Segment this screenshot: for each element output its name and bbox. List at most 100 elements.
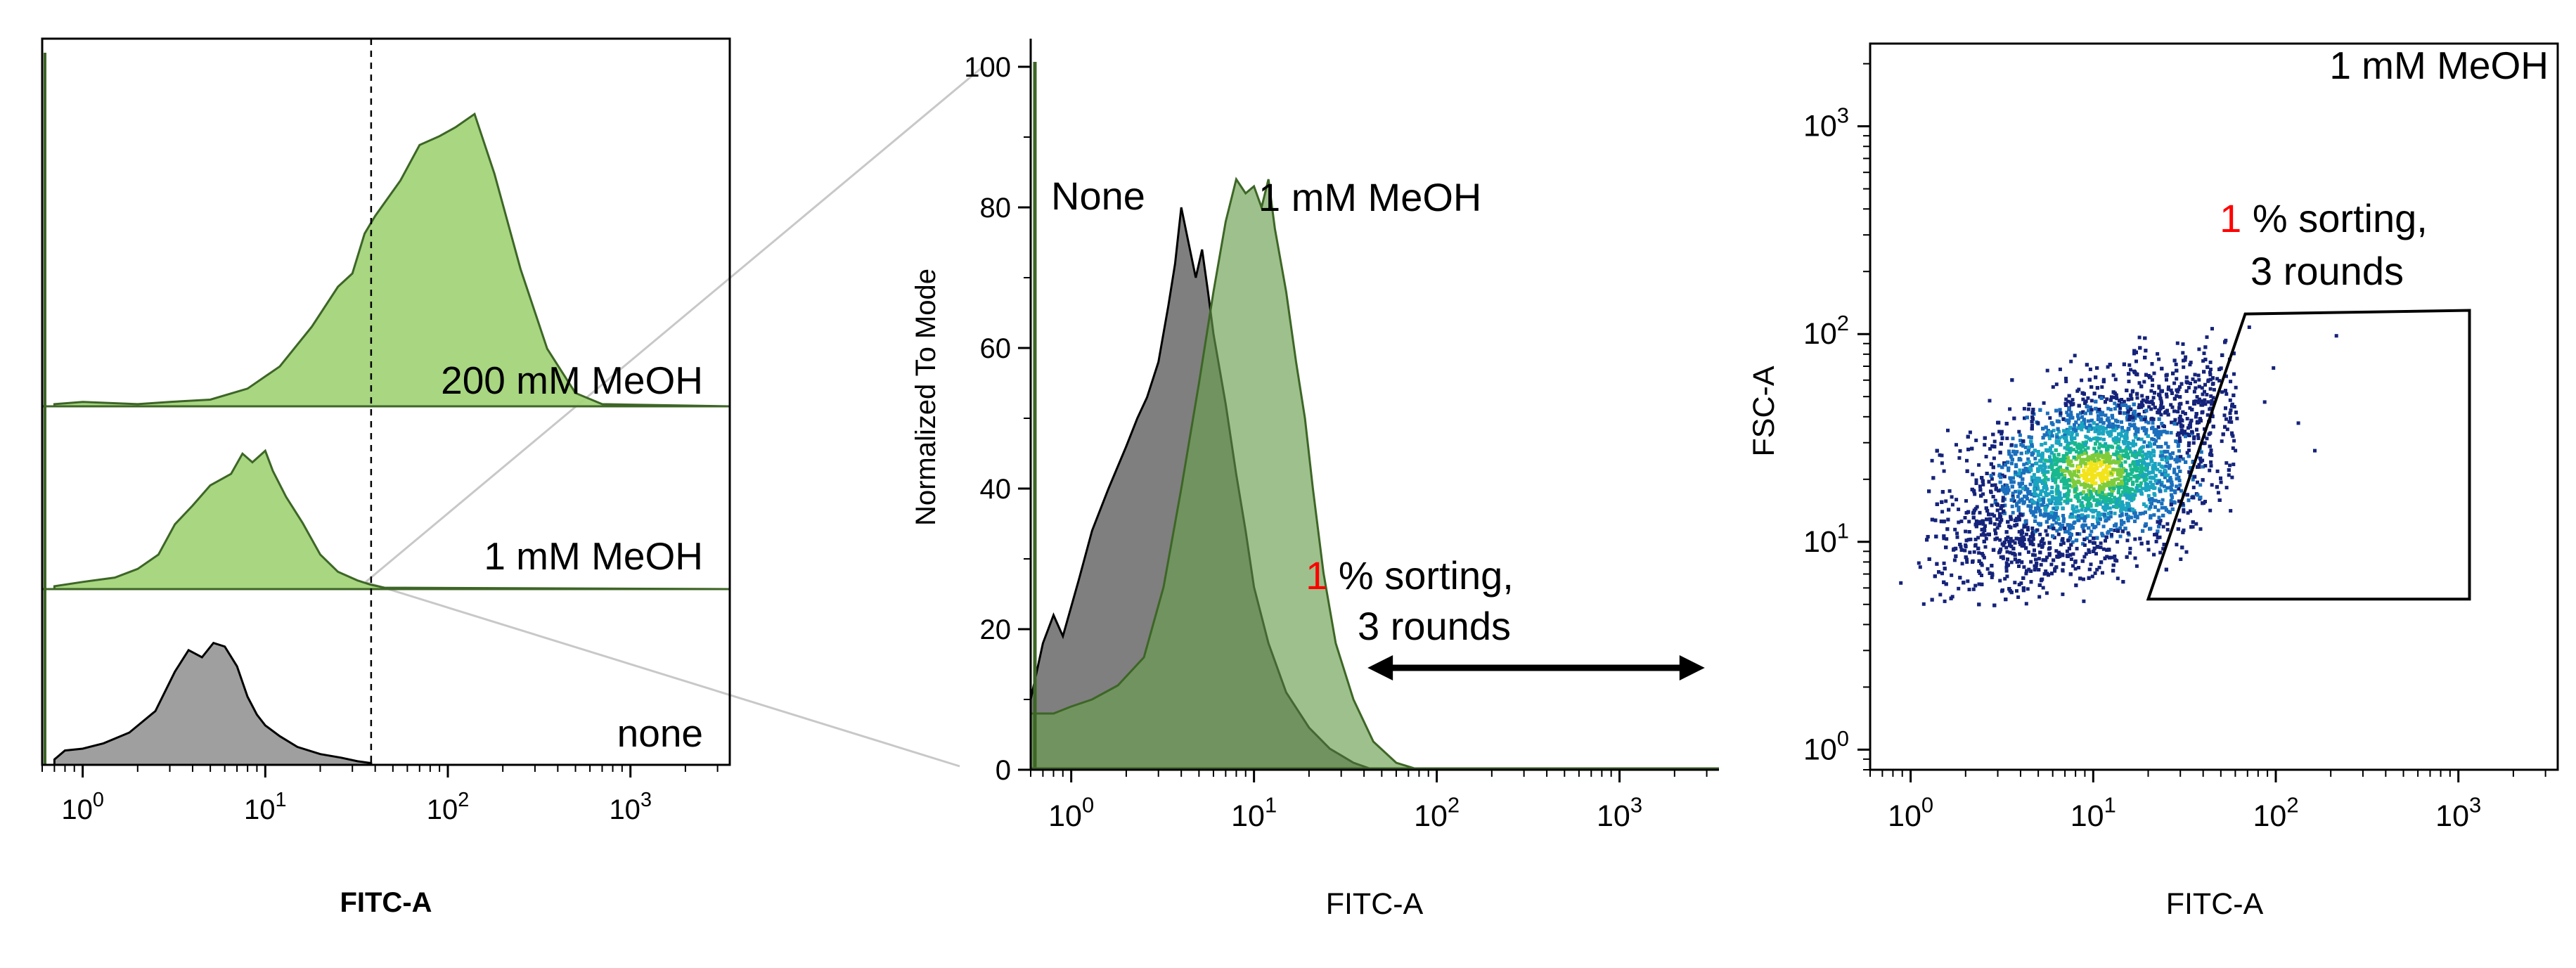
scatter-point — [2135, 515, 2139, 519]
scatter-point — [2152, 371, 2156, 375]
scatter-point — [2066, 421, 2071, 425]
scatter-point — [2042, 478, 2047, 482]
scatter-point — [2069, 446, 2073, 451]
scatter-point — [2048, 500, 2052, 504]
scatter-point — [2118, 496, 2122, 501]
scatter-point — [2111, 470, 2115, 475]
scatter-point — [2039, 464, 2043, 468]
scatter-point — [1959, 545, 1963, 549]
scatter-point — [1971, 472, 1975, 477]
scatter-point — [2030, 475, 2034, 479]
scatter-point — [2008, 550, 2012, 555]
scatter-point — [2049, 562, 2054, 567]
scatter-point — [2149, 417, 2153, 421]
scatter-point — [2201, 465, 2205, 469]
scatter-point — [2160, 498, 2165, 502]
scatter-point — [2043, 482, 2047, 485]
scatter-point — [2193, 380, 2197, 384]
scatter-point — [2172, 359, 2177, 363]
scatter-point — [2019, 532, 2023, 536]
scatter-point — [1925, 538, 1929, 542]
scatter-point — [2024, 602, 2028, 606]
scatter-point — [1950, 573, 1954, 577]
scatter-point — [2146, 471, 2151, 475]
scatter-point — [2047, 437, 2052, 441]
scatter-point — [2114, 460, 2118, 464]
scatter-point — [1968, 430, 1972, 434]
scatter-point — [2004, 561, 2009, 565]
scatter-point — [2165, 528, 2170, 532]
scatter-point — [2006, 486, 2010, 490]
scatter-point — [2187, 448, 2191, 453]
scatter-point — [2054, 382, 2059, 387]
scatter-point — [2054, 441, 2059, 445]
scatter-point — [2058, 367, 2062, 371]
scatter-point — [2140, 473, 2144, 477]
scatter-point — [2069, 414, 2073, 418]
scatter-point — [2056, 515, 2060, 520]
scatter-point — [2026, 457, 2030, 461]
scatter-point — [1983, 443, 1987, 447]
scatter-point — [1998, 538, 2002, 542]
scatter-point — [1942, 469, 1946, 473]
scatter-point — [2044, 569, 2048, 574]
scatter-point — [2151, 421, 2155, 425]
scatter-point — [2090, 574, 2094, 579]
scatter-point — [2104, 442, 2108, 446]
scatter-point — [2178, 483, 2182, 487]
scatter-point — [2072, 448, 2076, 452]
scatter-point — [2080, 427, 2084, 432]
scatter-point — [2098, 502, 2102, 506]
scatter-point — [2108, 408, 2113, 412]
scatter-point — [2026, 490, 2030, 493]
scatter-point — [2087, 539, 2092, 543]
scatter-point — [2080, 508, 2084, 512]
scatter-point — [2228, 463, 2232, 467]
scatter-point — [2155, 481, 2159, 485]
scatter-point — [2121, 507, 2125, 511]
scatter-point — [2027, 445, 2031, 449]
scatter-point — [2134, 486, 2139, 490]
scatter-point — [2106, 406, 2111, 411]
scatter-point — [2089, 489, 2093, 493]
scatter-point — [2159, 413, 2163, 417]
scatter-point — [2130, 397, 2134, 401]
scatter-point — [1999, 555, 2003, 559]
scatter-point — [2116, 444, 2120, 448]
scatter-point — [2135, 483, 2139, 487]
middle-annotation-line1: 1 % sorting, — [1306, 553, 1514, 598]
scatter-point — [2169, 503, 2173, 507]
scatter-point — [1945, 537, 1949, 541]
scatter-point — [1981, 553, 1985, 557]
scatter-point — [2153, 406, 2157, 410]
scatter-point — [2139, 481, 2143, 485]
scatter-point — [2158, 522, 2162, 526]
scatter-point — [2089, 562, 2093, 567]
scatter-point — [2005, 550, 2009, 554]
scatter-point — [1995, 517, 1999, 522]
scatter-point — [2053, 473, 2057, 477]
scatter-point — [1984, 455, 1988, 459]
scatter-point — [2079, 447, 2083, 451]
scatter-point — [2120, 420, 2123, 424]
scatter-point — [2045, 411, 2049, 415]
scatter-point — [2176, 444, 2180, 448]
scatter-point — [2147, 405, 2151, 409]
scatter-point — [2157, 463, 2161, 466]
scatter-point — [1944, 499, 1948, 503]
scatter-point — [2078, 455, 2081, 459]
scatter-point — [2070, 512, 2074, 517]
scatter-point — [2061, 592, 2065, 596]
scatter-point — [2141, 404, 2145, 408]
scatter-point — [1971, 515, 1976, 520]
scatter-point — [2137, 474, 2140, 477]
scatter-point — [2047, 512, 2051, 516]
scatter-point — [2011, 539, 2015, 543]
scatter-point — [2205, 437, 2209, 441]
scatter-point — [2135, 396, 2139, 400]
scatter-point — [2065, 447, 2069, 451]
scatter-point — [2201, 458, 2205, 463]
scatter-point — [2113, 511, 2117, 515]
scatter-point — [2097, 414, 2100, 418]
